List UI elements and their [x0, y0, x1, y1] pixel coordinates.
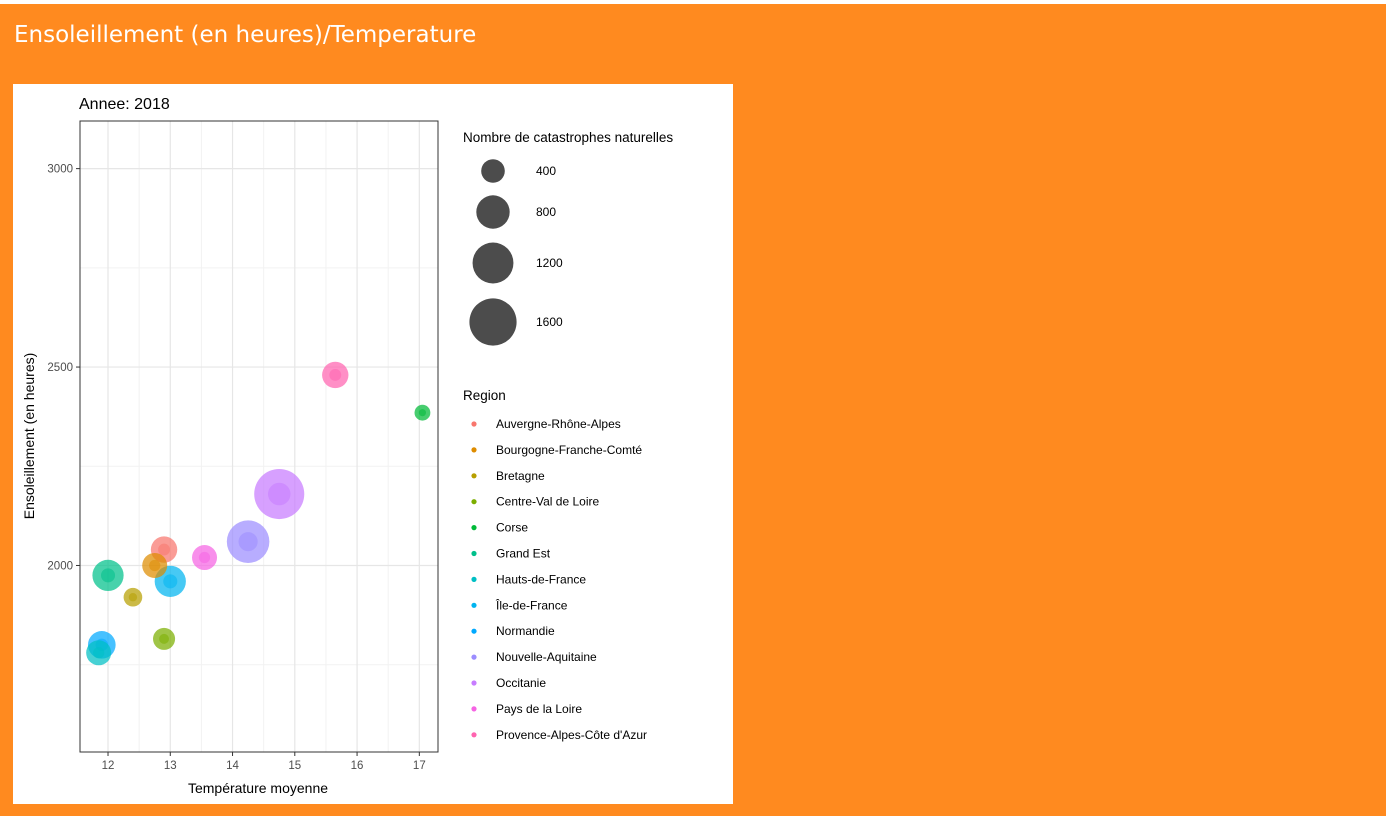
color-legend-label: Nouvelle-Aquitaine — [496, 650, 597, 664]
y-tick-label: 3000 — [47, 164, 73, 176]
color-legend-key — [471, 654, 477, 660]
color-legend-key — [471, 473, 477, 479]
color-legend-label: Pays de la Loire — [496, 702, 582, 716]
y-tick-label: 2000 — [47, 560, 73, 572]
color-legend-label: Grand Est — [496, 547, 551, 561]
size-legend-key — [472, 242, 514, 284]
y-tick-label: 2500 — [47, 362, 73, 374]
size-legend-title: Nombre de catastrophes naturelles — [463, 130, 673, 145]
chart-panel: Ensoleillement (en heures)/Temperature 1… — [0, 4, 1386, 816]
data-point-core — [238, 532, 258, 552]
x-tick-label: 12 — [102, 760, 115, 772]
plot-frame — [79, 120, 439, 753]
size-legend-label: 800 — [536, 205, 556, 219]
color-legend-label: Provence-Alpes-Côte d'Azur — [496, 728, 647, 742]
color-legend-key — [471, 602, 477, 608]
color-legend-label: Corse — [496, 521, 528, 535]
chart-image: 12 13 14 15 16 17 2000 2500 3000 Annee: 2018 Te… — [13, 84, 733, 804]
size-legend-key — [481, 159, 505, 183]
x-axis-label: Température moyenne — [188, 780, 328, 796]
y-axis-label: Ensoleillement (en heures) — [21, 353, 37, 520]
color-legend-label: Occitanie — [496, 676, 546, 690]
data-point-core — [329, 369, 342, 381]
size-legend-label: 1600 — [536, 315, 563, 329]
x-tick-label: 14 — [226, 760, 239, 772]
grid-minor — [80, 121, 438, 752]
chart-subtitle: Annee: 2018 — [79, 96, 170, 113]
color-legend-label: Auvergne-Rhône-Alpes — [496, 417, 621, 431]
color-legend-key — [471, 706, 477, 712]
color-legend-label: Hauts-de-France — [496, 572, 586, 586]
data-point-core — [128, 593, 138, 602]
color-legend-title: Region — [463, 388, 506, 403]
color-legend-key — [471, 628, 477, 634]
color-legend-key — [471, 421, 477, 427]
color-legend: Auvergne-Rhône-Alpes Bourgogne-Franche-Co… — [471, 417, 647, 742]
scatter-chart: 12 13 14 15 16 17 2000 2500 3000 Annee: 2018 Te… — [21, 96, 673, 796]
size-legend-key — [469, 298, 517, 346]
size-legend: 400 800 1200 1600 — [469, 159, 563, 346]
color-legend-key — [471, 576, 477, 582]
data-point-core — [163, 574, 178, 589]
color-legend-label: Centre-Val de Loire — [496, 495, 599, 509]
data-point-core — [100, 568, 116, 583]
size-legend-label: 1200 — [536, 256, 563, 270]
color-legend-key — [471, 447, 477, 453]
panel-title: Ensoleillement (en heures)/Temperature — [14, 22, 477, 48]
color-legend-label: Bourgogne-Franche-Comté — [496, 443, 642, 457]
size-legend-label: 400 — [536, 164, 556, 178]
grid-major — [80, 121, 438, 752]
data-point-core — [93, 647, 105, 659]
x-tick-label: 17 — [413, 760, 426, 772]
color-legend-label: Normandie — [496, 624, 555, 638]
x-axis: 12 13 14 15 16 17 — [102, 752, 426, 772]
data-point-core — [149, 559, 161, 572]
data-point-core — [159, 633, 170, 644]
bubble-layer — [86, 361, 431, 666]
data-point-core — [418, 409, 426, 417]
x-tick-label: 15 — [288, 760, 301, 772]
x-tick-label: 13 — [164, 760, 177, 772]
color-legend-key — [471, 499, 477, 505]
data-point-core — [267, 482, 291, 506]
color-legend-key — [471, 680, 477, 686]
data-point-core — [198, 551, 211, 564]
color-legend-label: Île-de-France — [495, 597, 568, 612]
x-tick-label: 16 — [351, 760, 364, 772]
color-legend-key — [471, 732, 477, 738]
data-point-core — [158, 543, 170, 556]
color-legend-label: Bretagne — [496, 469, 545, 483]
color-legend-key — [471, 550, 477, 557]
size-legend-key — [476, 195, 510, 229]
color-legend-key — [471, 525, 477, 531]
y-axis: 2000 2500 3000 — [47, 164, 80, 572]
